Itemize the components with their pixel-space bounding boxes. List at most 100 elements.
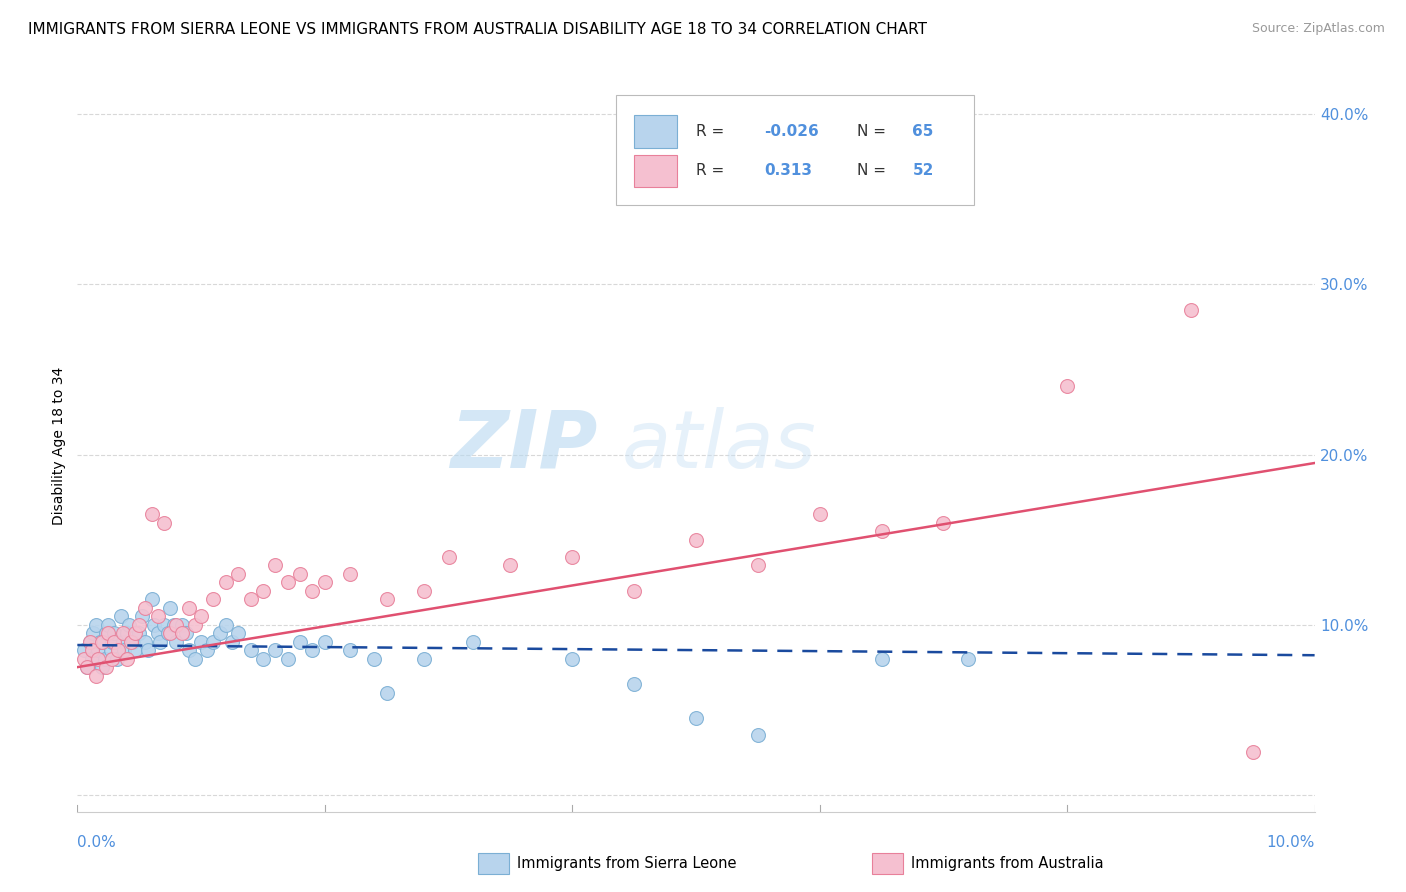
- Point: [91, 660, 114, 674]
- Point: [252, 583, 274, 598]
- Text: N =: N =: [856, 124, 890, 139]
- Point: [156, 626, 179, 640]
- Point: [118, 617, 141, 632]
- Text: 0.0%: 0.0%: [77, 836, 117, 850]
- Point: [146, 626, 169, 640]
- Point: [163, 617, 186, 632]
- Point: [301, 583, 323, 598]
- Point: [561, 549, 583, 564]
- Point: [375, 592, 398, 607]
- Point: [277, 651, 299, 665]
- Point: [301, 643, 323, 657]
- Text: Source: ZipAtlas.com: Source: ZipAtlas.com: [1251, 22, 1385, 36]
- Point: [134, 634, 156, 648]
- Point: [375, 686, 398, 700]
- Point: [153, 617, 176, 632]
- Text: atlas: atlas: [621, 407, 817, 485]
- Point: [134, 600, 156, 615]
- Point: [87, 643, 110, 657]
- Point: [76, 660, 98, 674]
- Point: [103, 626, 125, 640]
- Point: [94, 660, 117, 674]
- Point: [561, 651, 583, 665]
- Y-axis label: Disability Age 18 to 34: Disability Age 18 to 34: [52, 367, 66, 525]
- Point: [215, 617, 238, 632]
- Point: [146, 609, 169, 624]
- Point: [1056, 379, 1078, 393]
- Point: [252, 651, 274, 665]
- Point: [149, 634, 172, 648]
- Point: [89, 634, 111, 648]
- Point: [87, 651, 110, 665]
- Point: [94, 626, 117, 640]
- Point: [177, 600, 200, 615]
- Point: [190, 609, 212, 624]
- Point: [72, 643, 94, 657]
- Point: [172, 626, 194, 640]
- Point: [685, 711, 707, 725]
- Point: [195, 643, 218, 657]
- Point: [91, 634, 114, 648]
- Point: [190, 634, 212, 648]
- Point: [103, 634, 125, 648]
- Point: [172, 617, 194, 632]
- Point: [437, 549, 460, 564]
- Point: [747, 728, 769, 742]
- Point: [174, 626, 197, 640]
- Point: [120, 634, 142, 648]
- Point: [165, 617, 187, 632]
- Point: [112, 643, 135, 657]
- Point: [363, 651, 385, 665]
- Text: 0.313: 0.313: [763, 163, 813, 178]
- Point: [122, 634, 145, 648]
- Text: R =: R =: [696, 124, 730, 139]
- Point: [93, 651, 115, 665]
- Text: -0.026: -0.026: [763, 124, 818, 139]
- Point: [314, 634, 336, 648]
- Point: [264, 643, 287, 657]
- Point: [141, 592, 163, 607]
- Point: [131, 609, 153, 624]
- Point: [128, 626, 150, 640]
- Point: [84, 668, 107, 682]
- Point: [184, 651, 207, 665]
- Point: [463, 634, 485, 648]
- Text: 65: 65: [912, 124, 934, 139]
- Point: [288, 566, 311, 581]
- Point: [153, 516, 176, 530]
- Text: R =: R =: [696, 163, 734, 178]
- Point: [202, 634, 225, 648]
- Point: [288, 634, 311, 648]
- Point: [82, 643, 104, 657]
- FancyBboxPatch shape: [634, 115, 678, 148]
- Point: [115, 626, 138, 640]
- FancyBboxPatch shape: [616, 95, 974, 204]
- Point: [221, 634, 243, 648]
- Point: [112, 634, 135, 648]
- Point: [339, 566, 361, 581]
- Point: [239, 643, 262, 657]
- Point: [165, 634, 187, 648]
- Point: [101, 634, 124, 648]
- Point: [128, 617, 150, 632]
- Point: [239, 592, 262, 607]
- Text: IMMIGRANTS FROM SIERRA LEONE VS IMMIGRANTS FROM AUSTRALIA DISABILITY AGE 18 TO 3: IMMIGRANTS FROM SIERRA LEONE VS IMMIGRAN…: [28, 22, 927, 37]
- Point: [112, 626, 135, 640]
- Point: [1180, 302, 1202, 317]
- Point: [226, 626, 249, 640]
- Text: Immigrants from Sierra Leone: Immigrants from Sierra Leone: [517, 856, 737, 871]
- Text: Immigrants from Australia: Immigrants from Australia: [911, 856, 1104, 871]
- Text: 10.0%: 10.0%: [1267, 836, 1315, 850]
- Point: [97, 617, 120, 632]
- Point: [184, 617, 207, 632]
- Point: [84, 617, 107, 632]
- Point: [143, 617, 166, 632]
- Point: [79, 634, 101, 648]
- Text: 52: 52: [912, 163, 934, 178]
- Point: [226, 566, 249, 581]
- Point: [339, 643, 361, 657]
- Point: [107, 643, 129, 657]
- Point: [136, 643, 159, 657]
- Point: [623, 677, 645, 691]
- Point: [124, 626, 146, 640]
